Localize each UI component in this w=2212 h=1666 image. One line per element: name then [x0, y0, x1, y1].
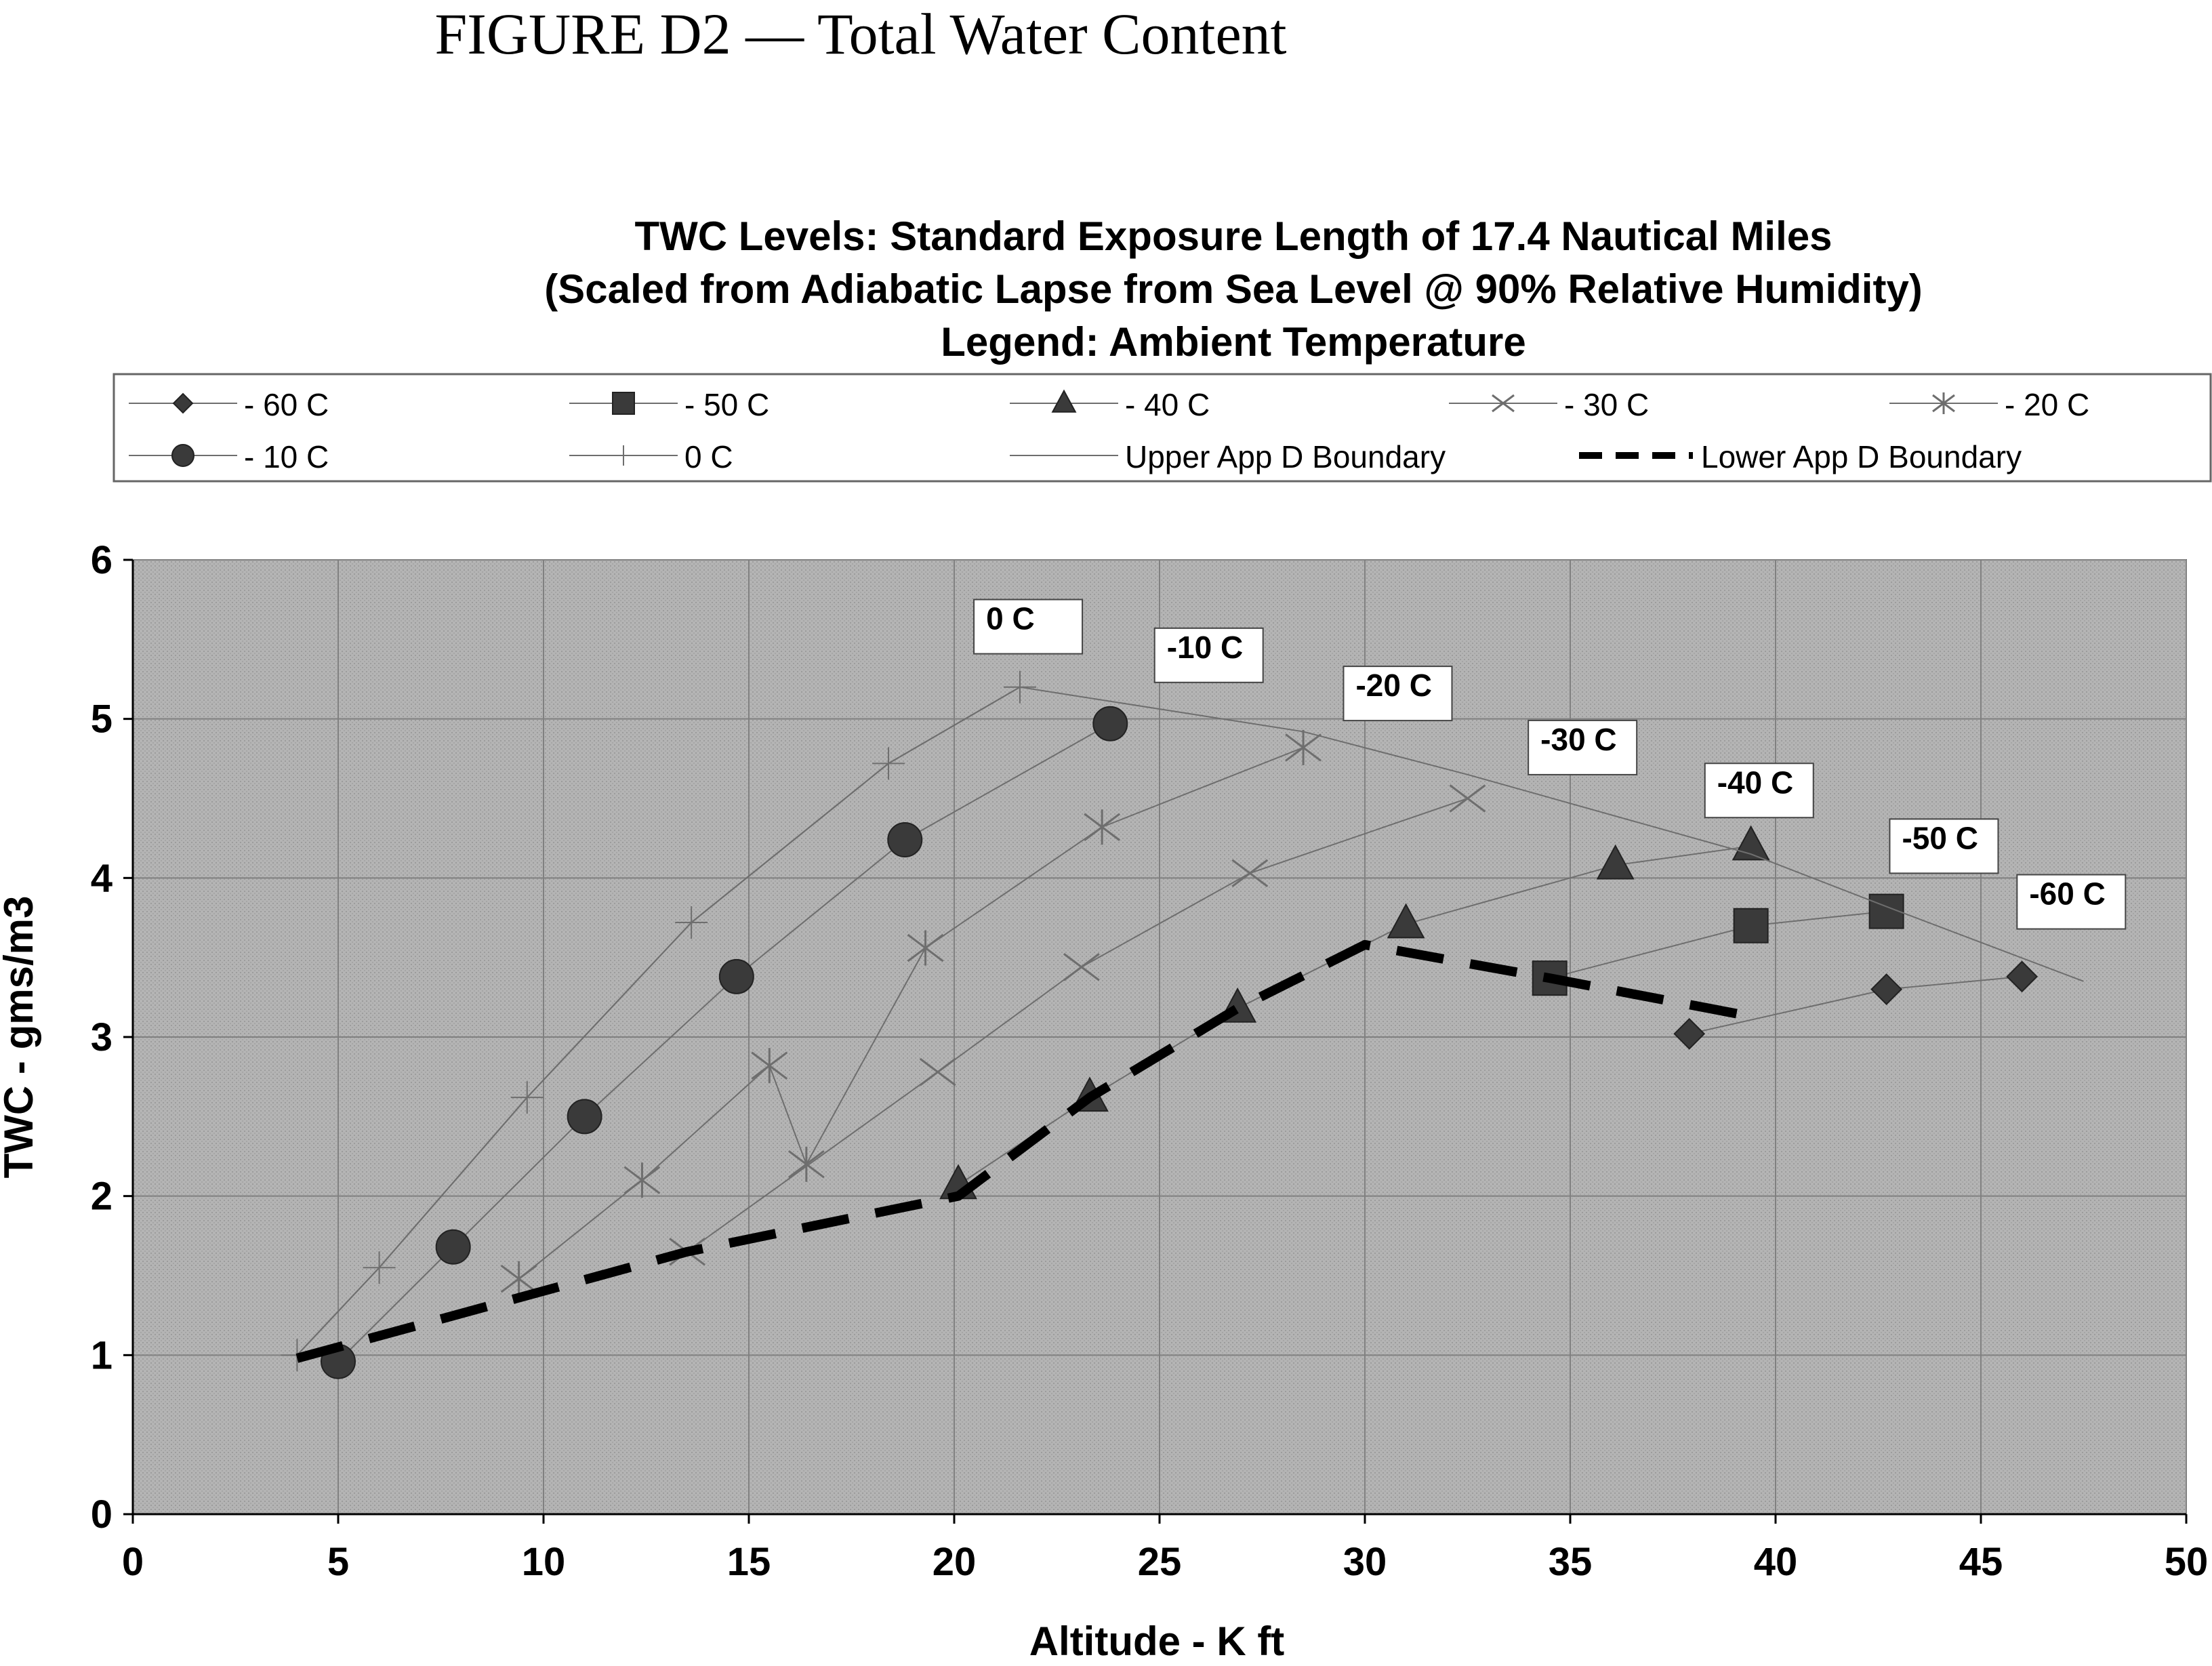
- svg-text:- 10 C: - 10 C: [244, 439, 329, 474]
- legend-entry: - 20 C: [1889, 387, 2089, 422]
- chart-title-line-3: Legend: Ambient Temperature: [941, 319, 1526, 365]
- legend-marker: [171, 444, 194, 467]
- legend-marker: [612, 392, 635, 415]
- point-20-c: [1285, 729, 1322, 765]
- x-tick-label: 20: [933, 1540, 977, 1584]
- point-30-c: [1449, 784, 1486, 813]
- x-tick-label: 40: [1754, 1540, 1798, 1584]
- chart-title-line-1: TWC Levels: Standard Exposure Length of …: [634, 214, 1832, 259]
- svg-text:-10 C: -10 C: [1167, 630, 1243, 665]
- svg-text:-30 C: -30 C: [1540, 722, 1616, 757]
- y-tick-label: 5: [91, 697, 112, 741]
- legend-marker: [1932, 392, 1955, 414]
- legend-entry: - 40 C: [1010, 387, 1210, 422]
- annotation-label: -50 C: [1889, 818, 1999, 874]
- annotation-label: 0 C: [973, 598, 1084, 655]
- svg-text:-40 C: -40 C: [1717, 765, 1793, 800]
- x-tick-label: 0: [122, 1540, 144, 1584]
- legend-entry: 0 C: [569, 439, 733, 474]
- y-tick-label: 4: [91, 856, 112, 900]
- svg-text:- 20 C: - 20 C: [2005, 387, 2089, 422]
- svg-text:0 C: 0 C: [986, 601, 1035, 636]
- point-40-c: [1596, 844, 1635, 880]
- point-20-c: [907, 930, 944, 966]
- svg-text:-60 C: -60 C: [2029, 876, 2105, 912]
- series-line-lower-app-d-boundary: [295, 939, 1752, 1363]
- series-line-40-c: [958, 845, 1751, 1186]
- annotation-label: -60 C: [2016, 874, 2127, 930]
- annotation-label: -30 C: [1528, 719, 1638, 775]
- x-tick-label: 35: [1549, 1540, 1593, 1584]
- x-tick-label: 5: [327, 1540, 349, 1584]
- y-tick-label: 6: [91, 538, 112, 582]
- point-10-c: [567, 1099, 602, 1135]
- x-tick-label: 30: [1343, 1540, 1387, 1584]
- legend-entry: - 50 C: [569, 387, 769, 422]
- legend-marker: [172, 392, 194, 414]
- y-axis-title: TWC - gms/m3: [0, 896, 41, 1179]
- legend-entry: - 30 C: [1449, 387, 1649, 422]
- annotation-label: -40 C: [1704, 763, 1814, 819]
- legend-entry: Lower App D Boundary: [1579, 439, 2022, 474]
- svg-text:- 30 C: - 30 C: [1564, 387, 1649, 422]
- point-20-c: [623, 1162, 661, 1198]
- point-20-c: [500, 1261, 537, 1297]
- point-20-c: [1084, 809, 1121, 845]
- y-tick-label: 3: [91, 1015, 112, 1059]
- figure-title: FIGURE D2 — Total Water Content: [434, 1, 1287, 66]
- y-tick-label: 0: [91, 1492, 112, 1537]
- svg-text:- 60 C: - 60 C: [244, 387, 329, 422]
- point-30-c: [1231, 859, 1269, 887]
- x-axis-title: Altitude - K ft: [1029, 1619, 1285, 1664]
- point-40-c: [1387, 903, 1425, 939]
- legend-marker: [613, 445, 634, 466]
- legend-entry: - 10 C: [129, 439, 329, 474]
- x-tick-label: 50: [2165, 1540, 2209, 1584]
- svg-text:0 C: 0 C: [684, 439, 733, 474]
- legend-marker: [1051, 389, 1077, 413]
- legend-marker: [1492, 394, 1515, 413]
- svg-text:-20 C: -20 C: [1355, 668, 1431, 703]
- point-10-c: [887, 822, 923, 858]
- point-50-c: [1733, 908, 1769, 943]
- series-line-upper-app-d-boundary: [296, 686, 2084, 1356]
- svg-text:Upper App D Boundary: Upper App D Boundary: [1125, 439, 1446, 474]
- x-tick-label: 45: [1959, 1540, 2003, 1584]
- annotation-label: -10 C: [1153, 627, 1264, 683]
- point-10-c: [435, 1229, 471, 1265]
- svg-text:- 50 C: - 50 C: [684, 387, 769, 422]
- point-30-c: [1063, 953, 1100, 981]
- x-tick-label: 15: [727, 1540, 771, 1584]
- chart-title-line-2: (Scaled from Adiabatic Lapse from Sea Le…: [544, 266, 1923, 312]
- point-60-c: [2006, 960, 2039, 993]
- point-30-c: [919, 1057, 956, 1086]
- legend-box: [112, 373, 2212, 483]
- point-20-c: [751, 1048, 788, 1084]
- y-tick-label: 1: [91, 1333, 112, 1377]
- point-60-c: [1870, 973, 1903, 1006]
- legend-entry: Upper App D Boundary: [1010, 439, 1446, 474]
- point-10-c: [1092, 706, 1128, 741]
- x-tick-label: 10: [522, 1540, 566, 1584]
- point-10-c: [718, 958, 754, 994]
- series-line-10-c: [337, 723, 1111, 1362]
- annotation-label: -20 C: [1343, 666, 1453, 722]
- svg-text:-50 C: -50 C: [1902, 820, 1978, 855]
- legend-entry: - 60 C: [129, 387, 329, 422]
- point-20-c: [787, 1146, 825, 1182]
- point-60-c: [1673, 1017, 1706, 1050]
- y-tick-label: 2: [91, 1175, 112, 1219]
- svg-text:Lower App D Boundary: Lower App D Boundary: [1701, 439, 2022, 474]
- x-tick-label: 25: [1138, 1540, 1182, 1584]
- svg-text:- 40 C: - 40 C: [1125, 387, 1210, 422]
